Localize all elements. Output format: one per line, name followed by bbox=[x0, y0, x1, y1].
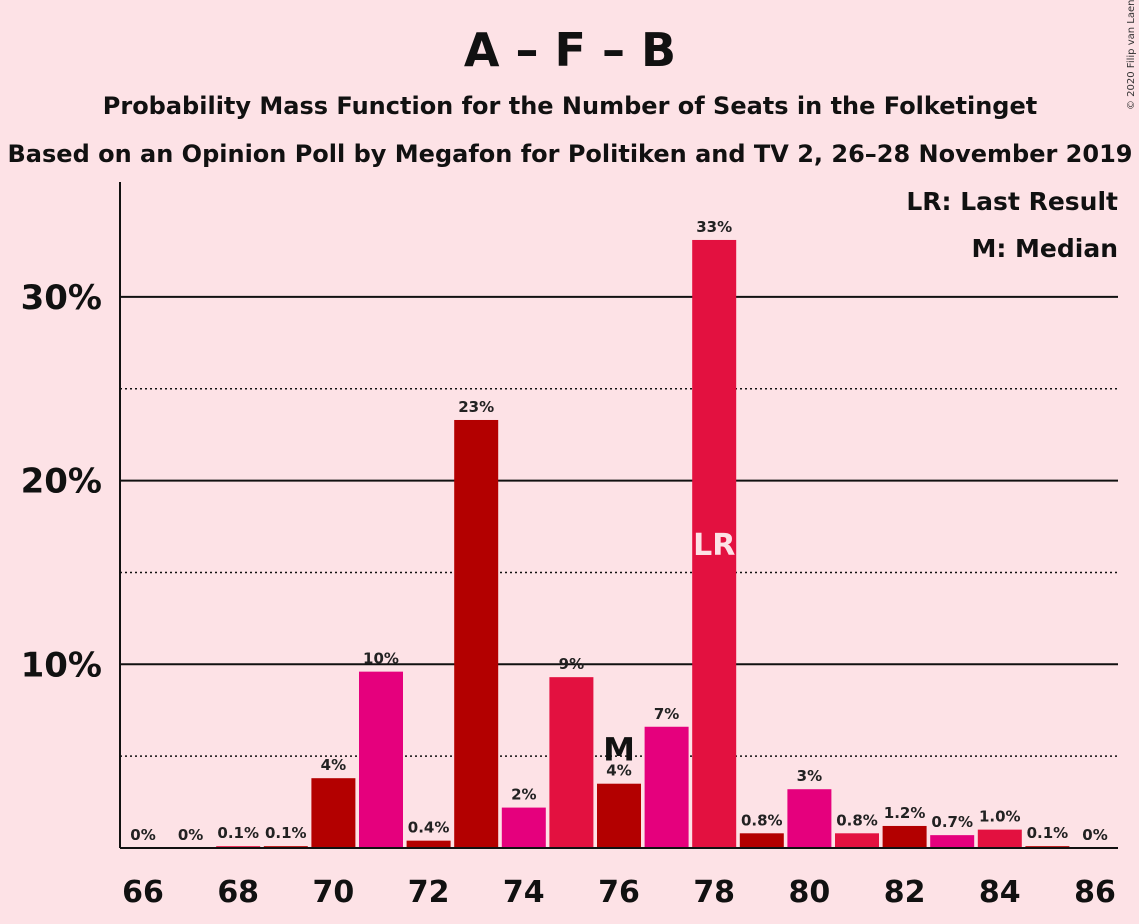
bar-78 bbox=[692, 239, 737, 848]
x-tick-72: 72 bbox=[408, 875, 450, 910]
y-tick-labels: 10% 20% 30% bbox=[21, 278, 102, 685]
bar-label-74: 2% bbox=[511, 786, 536, 804]
bar-74 bbox=[501, 807, 546, 848]
markers: M LR bbox=[603, 528, 735, 769]
bar-label-86: 0% bbox=[1082, 826, 1107, 844]
x-tick-66: 66 bbox=[122, 875, 164, 910]
bar-70 bbox=[311, 778, 356, 848]
bar-73 bbox=[454, 419, 499, 848]
x-tick-68: 68 bbox=[217, 875, 259, 910]
bar-label-71: 10% bbox=[363, 650, 399, 668]
bars bbox=[216, 239, 1070, 848]
x-tick-70: 70 bbox=[313, 875, 355, 910]
bar-label-78: 33% bbox=[696, 218, 732, 236]
bar-83 bbox=[930, 835, 975, 848]
bar-labels: 0% 0% 0.1% 0.1% 4% 10% 0.4% 23% 2% 9% 4% 7% 33% 0.8% 3… bbox=[130, 218, 1107, 844]
x-tick-86: 86 bbox=[1074, 875, 1116, 910]
legend-median: M: Median bbox=[971, 234, 1118, 263]
bar-label-66: 0% bbox=[130, 826, 155, 844]
bar-81 bbox=[835, 833, 879, 848]
axes bbox=[119, 182, 1118, 849]
bar-label-73: 23% bbox=[458, 398, 494, 416]
y-tick-10: 10% bbox=[21, 645, 102, 685]
bar-label-77: 7% bbox=[654, 705, 679, 723]
last-result-marker: LR bbox=[693, 528, 735, 563]
x-tick-82: 82 bbox=[884, 875, 926, 910]
bar-label-83: 0.7% bbox=[931, 813, 973, 831]
bar-label-68: 0.1% bbox=[217, 824, 259, 842]
bar-label-75: 9% bbox=[559, 655, 584, 673]
bar-72 bbox=[406, 840, 451, 848]
chart-source: Based on an Opinion Poll by Megafon for … bbox=[8, 140, 1133, 168]
bar-label-84: 1.0% bbox=[979, 808, 1021, 826]
x-tick-78: 78 bbox=[693, 875, 735, 910]
bar-76 bbox=[597, 783, 641, 848]
bar-label-67: 0% bbox=[178, 826, 203, 844]
bar-77 bbox=[644, 726, 689, 848]
x-tick-74: 74 bbox=[503, 875, 545, 910]
bar-label-72: 0.4% bbox=[408, 819, 450, 837]
chart-title: A – F – B bbox=[464, 23, 676, 77]
bar-79 bbox=[739, 833, 784, 848]
x-tick-84: 84 bbox=[979, 875, 1021, 910]
copyright-text: © 2020 Filip van Laenen bbox=[1126, 0, 1137, 110]
bar-label-80: 3% bbox=[797, 767, 822, 785]
bar-label-69: 0.1% bbox=[265, 824, 307, 842]
y-tick-20: 20% bbox=[21, 462, 102, 502]
x-tick-labels: 66 68 70 72 74 76 78 80 82 84 86 bbox=[122, 875, 1116, 910]
legend-last-result: LR: Last Result bbox=[906, 187, 1118, 216]
bar-71 bbox=[359, 671, 403, 848]
bar-label-81: 0.8% bbox=[836, 811, 878, 829]
bar-82 bbox=[882, 825, 927, 848]
x-tick-76: 76 bbox=[598, 875, 640, 910]
bar-label-70: 4% bbox=[321, 756, 346, 774]
bar-75 bbox=[549, 677, 594, 848]
bar-80 bbox=[787, 789, 832, 848]
bar-label-76: 4% bbox=[606, 762, 631, 780]
y-tick-30: 30% bbox=[21, 278, 102, 318]
chart-subtitle: Probability Mass Function for the Number… bbox=[103, 92, 1037, 120]
x-tick-80: 80 bbox=[789, 875, 831, 910]
bar-label-79: 0.8% bbox=[741, 811, 783, 829]
gridlines bbox=[120, 295, 1118, 757]
bar-label-85: 0.1% bbox=[1027, 824, 1069, 842]
median-marker: M bbox=[603, 731, 635, 769]
bar-84 bbox=[977, 829, 1022, 848]
bar-label-82: 1.2% bbox=[884, 804, 926, 822]
